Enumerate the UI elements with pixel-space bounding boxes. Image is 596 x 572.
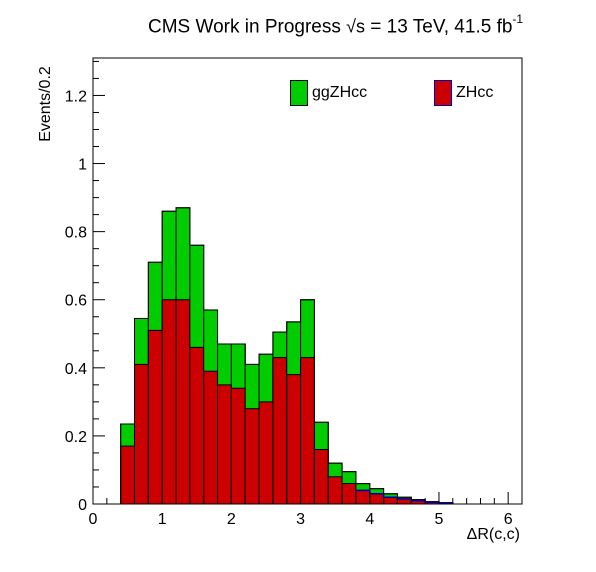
bar-zhcc	[134, 363, 149, 505]
bar-zhcc	[383, 496, 398, 505]
y-tick-label: 0.2	[65, 429, 87, 446]
y-tick-label: 0.6	[65, 293, 87, 310]
axis-tick-labels: 0 1 2 3 4 5 6 0 0.2 0.4 0.6 0.8 1 1.2	[65, 88, 513, 528]
legend-label-zhcc: ZHcc	[456, 84, 494, 101]
title-energy: = 13 TeV, 41.5 fb	[365, 16, 513, 38]
bar-zhcc	[230, 387, 246, 505]
sqrt-s-label: √s	[346, 16, 366, 37]
bar-zhcc	[341, 483, 357, 505]
bar-zhcc	[355, 489, 371, 505]
title-prefix: CMS Work in Progress	[148, 16, 341, 38]
x-tick-label: 5	[435, 511, 444, 528]
bar-zhcc	[313, 449, 329, 505]
bar-zhcc	[286, 374, 302, 505]
legend-swatch-ggzhcc	[290, 80, 308, 106]
stack-outline	[120, 207, 453, 504]
bar-zhcc	[300, 357, 315, 505]
legend-swatch-zhcc	[434, 80, 452, 106]
bar-zhcc	[244, 408, 260, 505]
bar-zhcc	[120, 445, 136, 505]
bar-zhcc	[161, 299, 177, 505]
x-tick-label: 0	[89, 511, 98, 528]
x-tick-label: 1	[158, 511, 167, 528]
x-axis-label: ΔR(c,c)	[466, 526, 520, 543]
bar-zhcc	[396, 498, 412, 505]
bar-zhcc	[217, 384, 232, 505]
plot-border	[92, 57, 523, 505]
histogram-bars	[120, 207, 454, 505]
bar-zhcc	[327, 476, 343, 505]
axis-ticks	[92, 60, 523, 505]
legend-item-ggzhcc: ggZHcc	[290, 80, 367, 106]
chart-title: CMS Work in Progress √s = 13 TeV, 41.5 f…	[148, 12, 524, 38]
bar-zhcc	[189, 346, 205, 505]
y-tick-label: 0.4	[65, 361, 87, 378]
legend-item-zhcc: ZHcc	[434, 80, 493, 106]
y-tick-label: 0	[78, 497, 87, 514]
y-tick-label: 1.2	[65, 88, 87, 105]
legend-label-ggzhcc: ggZHcc	[312, 84, 368, 101]
x-tick-label: 2	[227, 511, 236, 528]
bar-zhcc	[258, 401, 274, 505]
plot-frame	[92, 57, 523, 505]
zhcc-tail-outline	[355, 489, 453, 504]
x-tick-label: 3	[296, 511, 305, 528]
x-tick-label: 4	[365, 511, 374, 528]
bar-zhcc	[369, 493, 385, 505]
y-axis-label: Events/0.2	[37, 66, 54, 142]
y-tick-label: 0.8	[65, 225, 87, 242]
bar-zhcc	[147, 329, 163, 505]
bar-zhcc	[272, 357, 288, 505]
y-tick-label: 1	[78, 157, 87, 174]
x-tick-label: 6	[504, 511, 513, 528]
bar-zhcc	[175, 299, 191, 505]
title-superscript: -1	[512, 12, 524, 26]
bar-zhcc	[203, 370, 219, 505]
